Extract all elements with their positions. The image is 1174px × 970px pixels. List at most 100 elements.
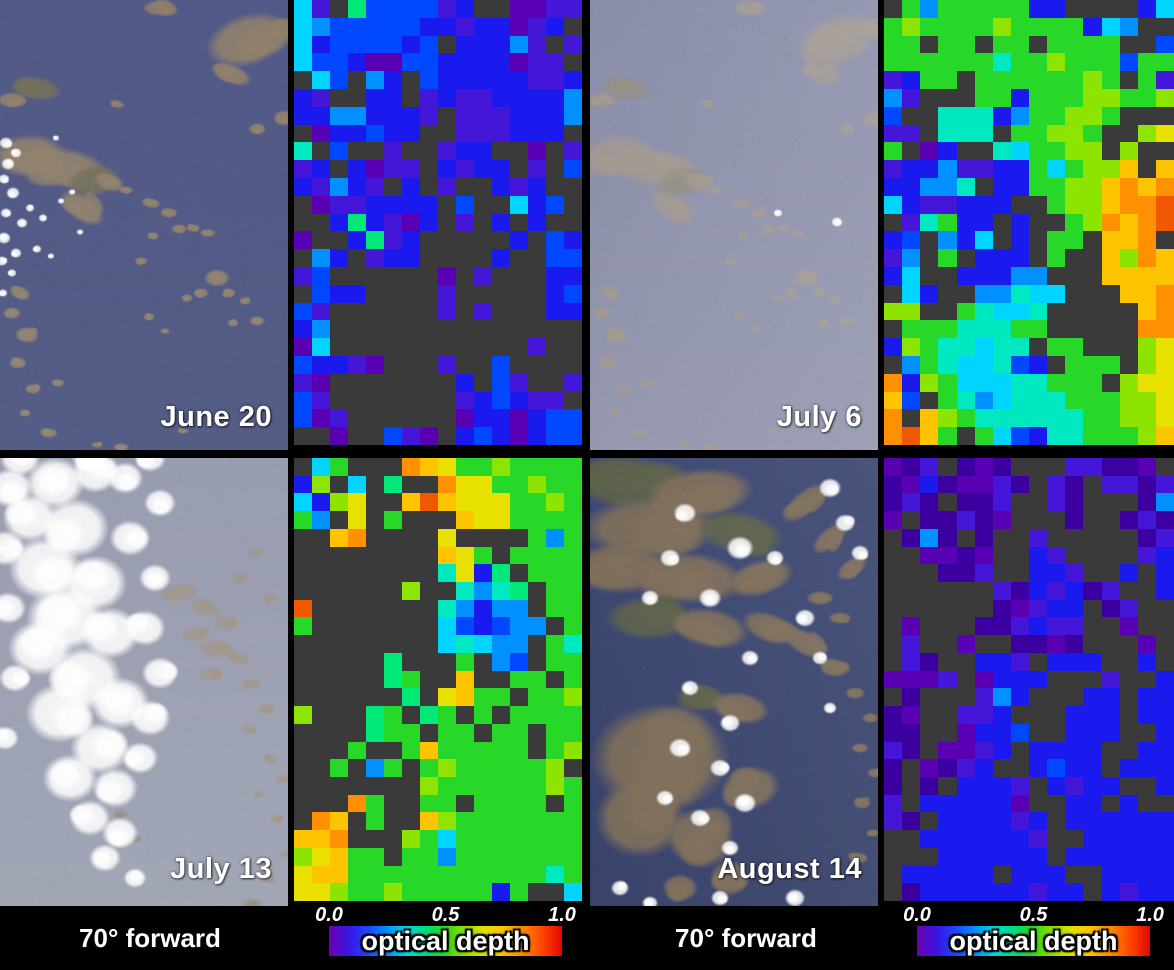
aerosol-cell [330,652,348,671]
aerosol-cell [474,652,492,671]
aerosol-cell [528,830,546,848]
aerosol-cell [528,338,546,356]
aerosol-cell [1119,231,1138,250]
aerosol-cell [1119,88,1138,107]
aerosol-cell [402,794,420,813]
aerosol-cell [402,688,420,707]
aerosol-cell [920,249,939,267]
aerosol-cell [420,355,438,374]
aerosol-cell [438,302,456,321]
aerosol-cell [492,409,510,428]
aerosol-cell [510,88,528,107]
aerosol-cell [366,284,384,303]
aerosol-cell [1083,582,1102,600]
aerosol-cell [402,546,420,565]
aerosol-cell [1065,458,1084,476]
aerosol-cell [348,35,366,54]
aerosol-cell [438,475,456,494]
aerosol-cell [438,213,456,232]
aerosol-cell [974,830,993,848]
aerosol-cell [348,741,366,760]
aerosol-cell [1101,124,1120,143]
aerosol-cell [902,883,921,901]
aerosol-cell [492,142,510,161]
aerosol-cell [330,635,348,653]
aerosol-cell [902,582,921,600]
aerosol-cell [1029,124,1048,143]
aerosol-cell [384,338,402,356]
aerosol-cell [456,794,474,813]
aerosol-cell [992,177,1011,196]
aerosol-cell [1047,284,1066,303]
aerosol-cell [438,53,456,72]
aerosol-cell [938,142,957,161]
aerosol-cell [1047,635,1066,653]
aerosol-cell [330,338,348,356]
aerosol-cell [1083,794,1102,813]
aerosol-cell [1029,830,1048,848]
aerosol-cell [1029,723,1048,742]
aerosol-cell [1029,231,1048,250]
aerosol-cell [1083,409,1102,428]
aerosol-cell [1119,635,1138,653]
aerosol-cell [1137,338,1156,356]
aerosol-cell [384,617,402,636]
aerosol-cell [438,88,456,107]
aerosol-cell [1047,830,1066,848]
aerosol-cell [402,617,420,636]
optical-depth-map-june20 [294,0,582,450]
aerosol-cell [992,741,1011,760]
aerosol-cell [920,475,939,494]
aerosol-cell [330,458,348,476]
aerosol-cell [1029,391,1048,410]
aerosol-cell [456,391,474,410]
aerosol-cell [402,160,420,178]
aerosol-cell [528,741,546,760]
aerosol-cell [438,0,456,18]
aerosol-cell [1137,723,1156,742]
aerosol-cell [312,106,330,125]
aerosol-cell [564,528,582,547]
aerosol-cell [564,741,582,760]
aerosol-cell [510,391,528,410]
aerosol-cell [1010,830,1029,848]
aerosol-cell [1155,302,1174,321]
aerosol-cell [294,142,312,161]
aerosol-cell [902,458,921,476]
aerosol-cell [330,391,348,410]
aerosol-cell [312,564,330,583]
aerosol-cell [456,759,474,777]
aerosol-cell [384,106,402,125]
aerosol-cell [384,794,402,813]
aerosol-cell [974,582,993,600]
aerosol-cell [1083,53,1102,72]
aerosol-cell [974,670,993,689]
aerosol-cell [438,883,456,901]
aerosol-cell [1065,284,1084,303]
aerosol-cell [1047,670,1066,689]
aerosol-cell [474,546,492,565]
aerosol-cell [312,723,330,742]
aerosol-cell [330,723,348,742]
aerosol-cell [1119,160,1138,178]
aerosol-cell [920,71,939,89]
aerosol-cell [1065,409,1084,428]
aerosol-cell [384,35,402,54]
aerosol-cell [564,670,582,689]
aerosol-cell [294,617,312,636]
aerosol-cell [564,17,582,36]
aerosol-cell [992,794,1011,813]
aerosol-cell [1137,231,1156,250]
aerosol-cell [938,723,957,742]
aerosol-cell [348,195,366,214]
aerosol-cell [974,302,993,321]
aerosol-cell [1155,635,1174,653]
aerosol-cell [1047,776,1066,795]
aerosol-cell [420,142,438,161]
aerosol-cell [546,231,564,250]
aerosol-cell [956,338,975,356]
aerosol-cell [312,652,330,671]
aerosol-cell [884,458,903,476]
aerosol-cell [1155,812,1174,831]
aerosol-cell [1010,266,1029,285]
